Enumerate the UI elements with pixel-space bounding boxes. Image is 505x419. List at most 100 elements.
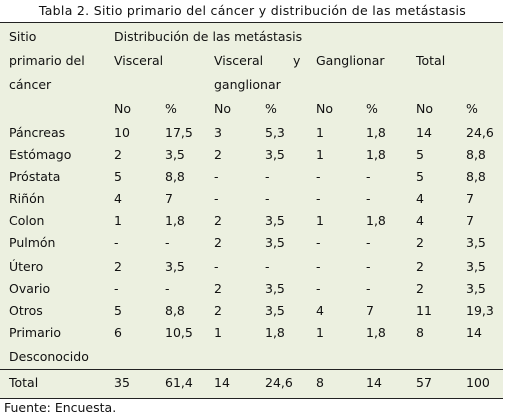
table-cell: 1,8 (366, 147, 386, 162)
table-cell: 2 (214, 281, 222, 296)
table-cell: 8,8 (165, 169, 185, 184)
total-cell: 14 (214, 375, 230, 390)
table-cell: - (316, 281, 321, 296)
table-cell: - (165, 235, 170, 250)
table-cell: - (316, 169, 321, 184)
table-cell: 19,3 (466, 303, 494, 318)
total-cell: 61,4 (165, 375, 193, 390)
header-visceral-ganglionar-1: Visceral (214, 53, 264, 68)
table-cell: 1,8 (366, 213, 386, 228)
source-note: Fuente: Encuesta. (4, 400, 117, 415)
subheader-percent: % (265, 101, 277, 116)
table-cell: 8,8 (165, 303, 185, 318)
total-cell: 100 (466, 375, 490, 390)
table-cell: 7 (366, 303, 374, 318)
table-cell: 3,5 (265, 213, 285, 228)
table-cell: 8,8 (466, 169, 486, 184)
table-cell: 5 (416, 147, 424, 162)
table-cell: 1,8 (366, 325, 386, 340)
subheader-count: No (316, 101, 333, 116)
table-cell: 3,5 (466, 259, 486, 274)
header-visceral: Visceral (114, 53, 164, 68)
row-site-label: Colon (9, 213, 45, 228)
row-site-label: Riñón (9, 191, 45, 206)
table-cell: 2 (214, 303, 222, 318)
table-cell: - (265, 259, 270, 274)
subheader-percent: % (366, 101, 378, 116)
row-site-label: Próstata (9, 169, 61, 184)
header-visceral-ganglionar-2: ganglionar (214, 77, 281, 92)
subheader-count: No (416, 101, 433, 116)
header-distribution: Distribución de las metástasis (114, 29, 303, 44)
table-cell: 2 (416, 235, 424, 250)
table-cell: 1 (316, 125, 324, 140)
table-cell: - (366, 281, 371, 296)
table-cell: 8,8 (466, 147, 486, 162)
table-cell: 7 (466, 191, 474, 206)
table-cell: 8 (416, 325, 424, 340)
table-cell: 4 (416, 213, 424, 228)
table-cell: 2 (214, 235, 222, 250)
table-cell: 3,5 (265, 147, 285, 162)
table-cell: 2 (214, 147, 222, 162)
table-cell: 5 (114, 303, 122, 318)
table-cell: - (366, 169, 371, 184)
table-cell: 3 (214, 125, 222, 140)
header-site-line2: primario del (9, 53, 85, 68)
subheader-count: No (214, 101, 231, 116)
metastasis-table: Sitio primario del cáncer Distribución d… (0, 22, 503, 399)
table-cell: - (165, 281, 170, 296)
subheader-percent: % (165, 101, 177, 116)
total-cell: 8 (316, 375, 324, 390)
table-cell: 5 (416, 169, 424, 184)
total-cell: 14 (366, 375, 382, 390)
table-cell: 2 (214, 213, 222, 228)
table-cell: 7 (466, 213, 474, 228)
table-cell: 4 (316, 303, 324, 318)
total-separator (0, 369, 503, 370)
header-visceral-ganglionar-y: y (293, 53, 301, 68)
header-site-line3: cáncer (9, 77, 52, 92)
table-cell: 3,5 (466, 281, 486, 296)
table-cell: 2 (114, 259, 122, 274)
table-cell: 11 (416, 303, 432, 318)
total-cell: 24,6 (265, 375, 293, 390)
table-cell: 1,8 (265, 325, 285, 340)
table-cell: 5,3 (265, 125, 285, 140)
total-row-label: Total (9, 375, 39, 390)
row-site-label: Otros (9, 303, 43, 318)
table-cell: - (316, 191, 321, 206)
table-cell: 1 (316, 325, 324, 340)
table-cell: 1,8 (165, 213, 185, 228)
table-cell: 6 (114, 325, 122, 340)
table-cell: 2 (114, 147, 122, 162)
table-cell: 10,5 (165, 325, 193, 340)
subheader-count: No (114, 101, 131, 116)
table-cell: 1 (316, 213, 324, 228)
subheader-percent: % (466, 101, 478, 116)
table-cell: 3,5 (466, 235, 486, 250)
table-cell: 1 (214, 325, 222, 340)
table-cell: 24,6 (466, 125, 494, 140)
header-site-line1: Sitio (9, 29, 37, 44)
table-caption: Tabla 2. Sitio primario del cáncer y dis… (38, 3, 467, 18)
table-cell: 1,8 (366, 125, 386, 140)
row-site-label: Útero (9, 259, 44, 274)
table-cell: 3,5 (265, 303, 285, 318)
table-cell: 1 (114, 213, 122, 228)
total-cell: 57 (416, 375, 432, 390)
row-site-label: Pulmón (9, 235, 56, 250)
header-ganglionar: Ganglionar (316, 53, 385, 68)
row-site-label: Páncreas (9, 125, 66, 140)
table-cell: 4 (114, 191, 122, 206)
row-site-label-line2: Desconocido (9, 349, 89, 364)
table-cell: - (214, 191, 219, 206)
table-cell: 2 (416, 281, 424, 296)
row-site-label: Primario (9, 325, 62, 340)
table-cell: 3,5 (165, 259, 185, 274)
table-cell: - (265, 169, 270, 184)
table-cell: 3,5 (265, 235, 285, 250)
table-cell: 17,5 (165, 125, 193, 140)
table-cell: 1 (316, 147, 324, 162)
table-cell: 5 (114, 169, 122, 184)
